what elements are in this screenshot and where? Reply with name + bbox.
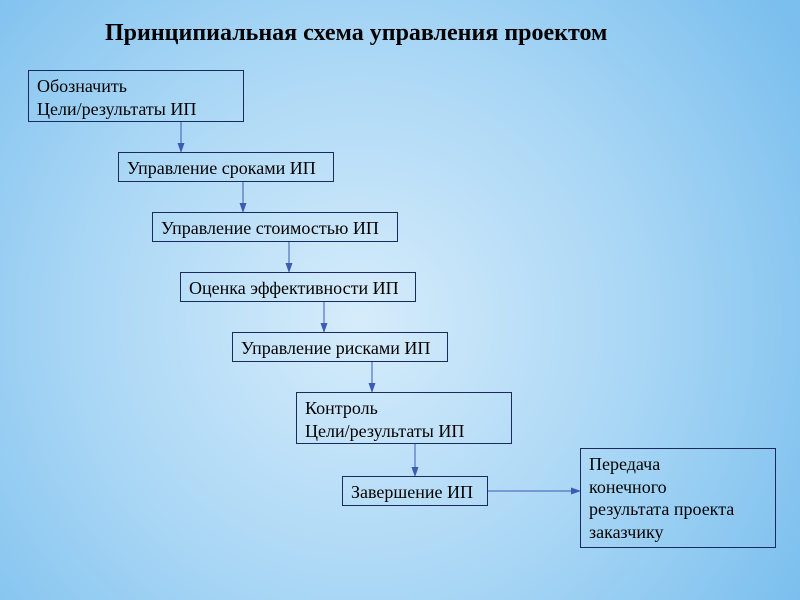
flow-node-n3: Управление стоимостью ИП [152, 212, 398, 242]
flow-node-n5: Управление рисками ИП [232, 332, 448, 362]
flow-node-n6: Контроль Цели/результаты ИП [296, 392, 512, 444]
flow-node-n4: Оценка эффективности ИП [180, 272, 416, 302]
flow-node-n8: Передача конечного результата проекта за… [580, 448, 776, 548]
flow-node-n7: Завершение ИП [342, 476, 488, 506]
flow-node-n1: Обозначить Цели/результаты ИП [28, 70, 244, 122]
flow-node-n2: Управление сроками ИП [118, 152, 334, 182]
page-title: Принципиальная схема управления проектом [105, 20, 607, 47]
